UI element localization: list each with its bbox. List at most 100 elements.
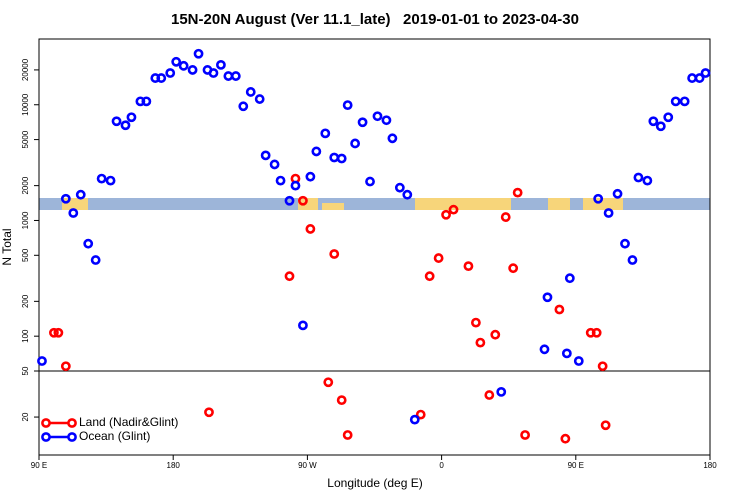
point [679,96,690,107]
point [60,361,71,372]
point [96,173,107,184]
point [475,337,486,348]
point [387,133,398,144]
point [204,407,214,418]
point [663,112,674,123]
land-strip [548,198,570,210]
land-strip [62,198,88,210]
point [305,224,316,234]
legend-label: Ocean (Glint) [79,429,150,443]
point [126,112,137,123]
y-axis-label: N Total [0,228,14,265]
chart-title: 15N-20N August (Ver 11.1_late) 2019-01-0… [171,11,579,28]
legend-marker [67,418,77,428]
y-tick-label: 20 [21,412,30,421]
point [655,121,666,132]
y-tick-label: 1000 [21,211,30,229]
point [290,180,301,191]
x-axis-label: Longitude (deg E) [327,476,422,490]
y-tick-label: 20000 [21,58,30,81]
point [357,117,368,128]
point [470,317,481,328]
ocean-strip [39,198,710,210]
x-tick-label: 180 [703,461,717,470]
point [512,187,523,198]
point [560,433,571,444]
point [336,395,347,406]
point [642,175,653,186]
point [275,175,286,186]
point [448,204,459,215]
point [305,171,316,182]
point [75,189,86,200]
point [520,430,531,440]
point [187,65,198,75]
point [216,59,226,70]
plot-frame [38,38,711,456]
point [49,327,59,338]
land-strip [298,198,318,210]
point [178,60,189,71]
point [381,115,392,126]
point [561,348,572,359]
point [68,208,79,218]
legend-marker [41,418,51,428]
point [311,146,322,157]
land-strip [415,198,511,210]
point [591,327,602,338]
point [60,193,71,204]
point [342,100,353,111]
point [415,409,426,420]
point [627,255,638,265]
y-tick-label: 50 [21,366,30,375]
point [230,71,241,81]
point [612,188,623,199]
point [620,238,630,249]
legend-marker [67,432,77,442]
point [554,304,565,315]
point [409,414,420,425]
point [171,56,182,67]
point [342,430,353,440]
y-tick-label: 200 [21,294,30,308]
y-tick-label: 10000 [21,93,30,116]
point [165,68,176,78]
point [284,271,295,282]
point [90,255,101,265]
x-tick-label: 90 W [298,461,317,470]
point [433,253,444,263]
x-tick-label: 90 E [31,461,47,470]
point [298,320,308,331]
point [350,138,361,149]
point [208,68,219,78]
point [633,172,644,183]
point [670,96,681,107]
point [83,238,94,249]
point [372,111,383,122]
y-tick-label: 500 [21,248,30,262]
point [700,68,711,78]
point [298,195,308,206]
legend-marker [41,432,51,442]
point [490,329,501,340]
point [424,271,435,282]
y-tick-label: 2000 [21,176,30,194]
point [593,193,604,204]
point [37,356,47,366]
point [542,292,553,303]
land-strip [583,198,623,210]
land-strip [322,203,344,210]
point [694,73,705,83]
point [323,377,334,388]
point [284,195,295,206]
point [597,361,608,372]
point [193,48,204,59]
point [320,128,331,139]
point [238,101,249,112]
point [120,120,131,131]
point [156,73,167,83]
point [648,116,659,127]
point [260,150,271,161]
